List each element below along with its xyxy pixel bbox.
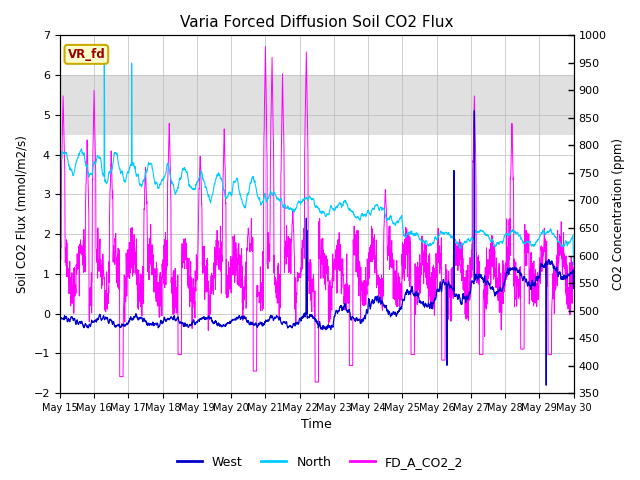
Y-axis label: CO2 Concentration (ppm): CO2 Concentration (ppm) <box>612 138 625 290</box>
Text: VR_fd: VR_fd <box>67 48 105 61</box>
X-axis label: Time: Time <box>301 419 332 432</box>
Bar <box>60 75 573 135</box>
Title: Varia Forced Diffusion Soil CO2 Flux: Varia Forced Diffusion Soil CO2 Flux <box>180 15 453 30</box>
Legend: West, North, FD_A_CO2_2: West, North, FD_A_CO2_2 <box>172 451 468 474</box>
Y-axis label: Soil CO2 Flux (mmol/m2/s): Soil CO2 Flux (mmol/m2/s) <box>15 135 28 293</box>
